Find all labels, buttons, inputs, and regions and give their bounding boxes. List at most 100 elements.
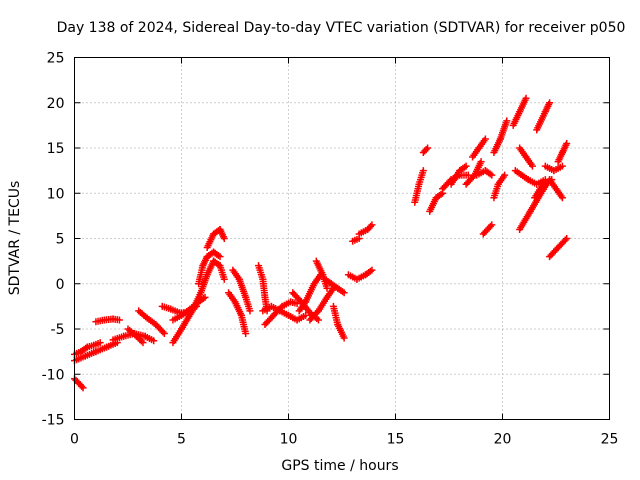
track <box>490 117 511 157</box>
data-point <box>481 135 489 143</box>
track <box>533 99 554 134</box>
track <box>203 225 228 252</box>
data-point <box>422 146 430 154</box>
track <box>261 298 301 328</box>
track <box>419 144 432 157</box>
y-tick-label: 15 <box>47 141 65 157</box>
data-point <box>115 316 123 324</box>
data-point <box>242 330 250 338</box>
data-point <box>368 221 376 229</box>
track <box>295 271 325 315</box>
chart-title: Day 138 of 2024, Sidereal Day-to-day VTE… <box>57 20 626 36</box>
track <box>349 235 363 245</box>
track <box>71 339 104 358</box>
track <box>225 289 250 338</box>
x-tick-label: 25 <box>601 432 619 448</box>
track <box>490 171 509 202</box>
track <box>135 307 168 338</box>
data-point <box>96 339 104 347</box>
track <box>329 302 348 342</box>
track <box>541 162 566 175</box>
data-point <box>302 311 310 319</box>
data-point <box>340 334 348 342</box>
data-point <box>150 337 158 345</box>
track <box>109 330 158 345</box>
data-point <box>139 339 147 347</box>
data-point <box>546 99 554 107</box>
data-point <box>561 236 569 244</box>
y-tick-label: 0 <box>56 277 65 293</box>
track <box>509 94 530 129</box>
data-point <box>528 162 536 170</box>
x-axis-label: GPS time / hours <box>281 458 398 474</box>
data-point <box>355 235 363 242</box>
x-tick-label: 15 <box>387 432 405 448</box>
data-point <box>246 307 254 315</box>
track <box>546 235 571 261</box>
track <box>546 176 566 202</box>
track <box>306 284 337 324</box>
track <box>554 139 571 166</box>
data-point <box>368 266 376 274</box>
track <box>473 167 496 179</box>
data-point <box>220 275 228 283</box>
data-point <box>522 94 530 102</box>
data-point <box>558 162 566 170</box>
data-point <box>424 144 432 152</box>
track <box>71 375 87 392</box>
y-tick-label: -10 <box>42 367 65 383</box>
data-point <box>563 235 571 242</box>
data-point <box>201 293 209 301</box>
data-point <box>488 171 496 179</box>
x-tick-label: 20 <box>494 432 512 448</box>
x-tick-label: 5 <box>177 432 186 448</box>
track <box>516 144 536 170</box>
data-point <box>488 221 496 229</box>
track <box>312 257 331 292</box>
data-point <box>419 167 427 175</box>
y-tick-label: -5 <box>51 322 65 338</box>
y-tick-label: 5 <box>56 232 65 248</box>
data-point <box>367 222 375 230</box>
track <box>229 266 254 315</box>
data-point <box>501 171 509 179</box>
track <box>124 325 147 347</box>
track <box>516 176 554 233</box>
data-point <box>314 316 322 324</box>
data-point <box>79 384 87 392</box>
y-tick-label: 20 <box>47 96 65 112</box>
track <box>426 189 447 215</box>
grid <box>74 57 610 420</box>
track <box>479 221 496 238</box>
data-point <box>78 382 86 390</box>
data-point <box>277 304 285 312</box>
track <box>195 248 224 288</box>
data-point <box>220 235 228 242</box>
track <box>92 315 123 326</box>
track <box>169 257 228 347</box>
data-point <box>323 284 331 292</box>
track <box>469 135 489 161</box>
data-point <box>340 289 348 297</box>
y-tick-label: 10 <box>47 186 65 202</box>
data-point <box>160 330 168 338</box>
data-point <box>563 139 571 147</box>
data-point <box>558 194 566 202</box>
x-tick-label: 0 <box>70 432 79 448</box>
data-point <box>216 253 224 261</box>
data-point <box>477 158 485 166</box>
data-point <box>464 171 472 179</box>
y-tick-label: -15 <box>42 413 65 429</box>
data-point <box>462 162 470 170</box>
track <box>447 162 470 188</box>
data-point <box>546 176 554 184</box>
data-point <box>503 117 511 125</box>
track <box>355 221 376 238</box>
data-point <box>159 328 167 336</box>
track <box>411 167 427 206</box>
axis-ticks: 0 5 10 15 20 25 -15 -10 -5 0 5 10 15 20 25 <box>42 51 619 448</box>
y-axis-label: SDTVAR / TECUs <box>7 181 23 296</box>
x-tick-label: 10 <box>280 432 298 448</box>
data-point <box>486 222 494 230</box>
